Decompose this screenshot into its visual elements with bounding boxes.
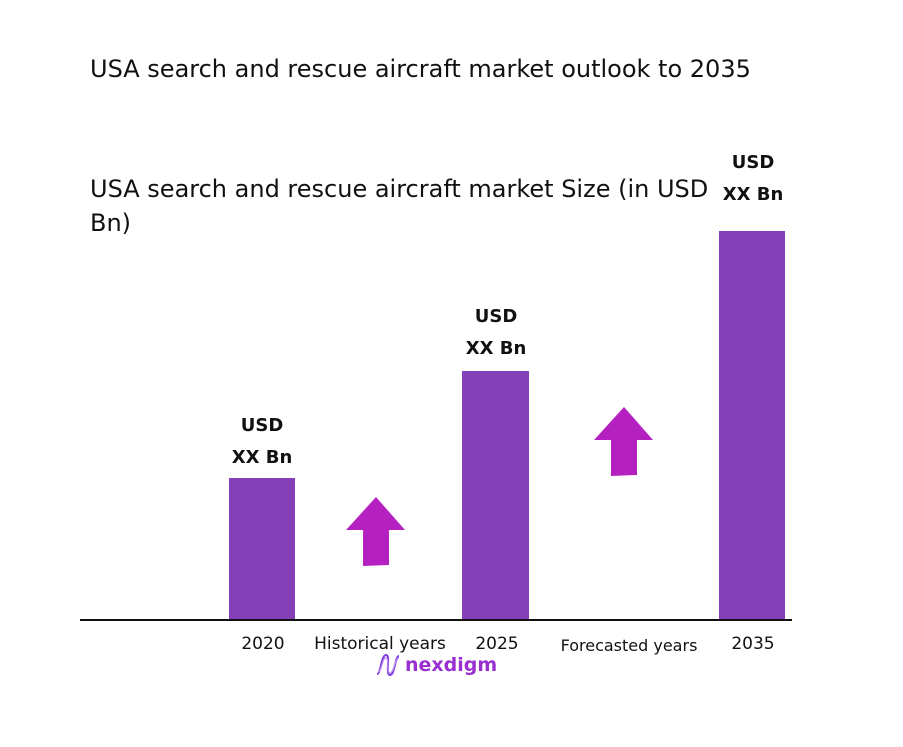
data-label-2035: USD XX Bn (693, 147, 813, 211)
nexdigm-wave-icon (376, 653, 400, 677)
data-label-value: XX Bn (465, 338, 527, 359)
chart-title: USA search and rescue aircraft market Si… (90, 175, 709, 237)
data-label-currency: USD (240, 415, 284, 436)
data-label-2020: USD XX Bn (202, 410, 322, 474)
x-tick-2035: 2035 (731, 634, 775, 654)
up-arrow-icon (346, 497, 405, 566)
up-arrow-icon (594, 407, 653, 476)
page-title: USA search and rescue aircraft market ou… (90, 55, 751, 83)
data-label-currency: USD (474, 306, 518, 327)
logo-text: nexdigm (405, 654, 498, 676)
bar-2035 (719, 231, 785, 620)
data-label-2025: USD XX Bn (436, 301, 556, 365)
x-tick-2025: 2025 (475, 634, 519, 654)
x-tick-2020: 2020 (241, 634, 285, 654)
data-label-currency: USD (731, 152, 775, 173)
period-label-forecasted: Forecasted years (560, 636, 698, 655)
x-axis-line (80, 619, 792, 621)
bar-2025 (462, 371, 529, 620)
period-label-historical: Historical years (314, 634, 446, 654)
nexdigm-logo: nexdigm (375, 652, 497, 678)
data-label-value: XX Bn (722, 184, 784, 205)
data-label-value: XX Bn (231, 447, 293, 468)
bar-2020 (229, 478, 295, 620)
